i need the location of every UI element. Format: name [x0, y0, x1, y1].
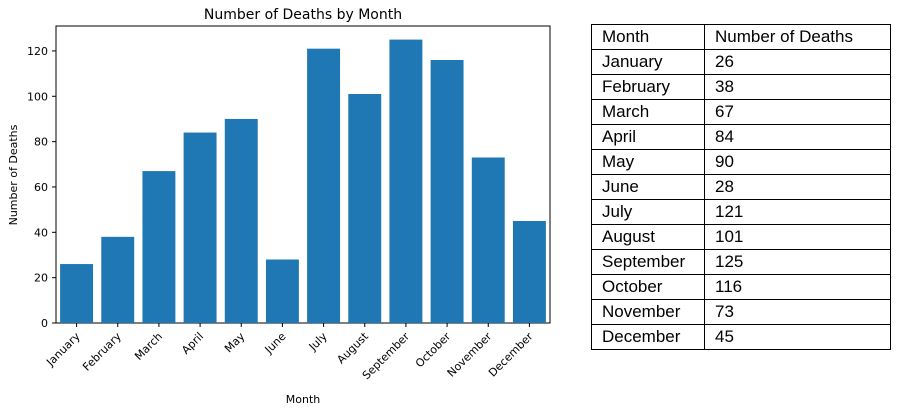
- bar-january: [60, 264, 94, 323]
- table-row: November 73: [591, 299, 891, 325]
- table-cell-month: October: [591, 274, 705, 300]
- table-cell-month: March: [591, 99, 705, 125]
- table-cell-deaths: 67: [704, 99, 891, 125]
- table-cell-deaths: 116: [704, 274, 891, 300]
- table-cell-month: February: [591, 74, 705, 100]
- bar-november: [471, 157, 505, 323]
- y-axis: 0 20 40 60 80 100 120: [27, 45, 56, 330]
- y-tick-label: 20: [34, 272, 48, 285]
- x-tick-label: October: [413, 330, 454, 371]
- y-tick-label: 100: [27, 90, 48, 103]
- table-header-month: Month: [591, 24, 705, 50]
- table-cell-deaths: 125: [704, 249, 891, 275]
- table-row: January 26: [591, 49, 891, 75]
- y-tick-label: 60: [34, 181, 48, 194]
- table-cell-deaths: 73: [704, 299, 891, 325]
- x-tick-label: March: [132, 330, 165, 363]
- table-cell-month: May: [591, 149, 705, 175]
- table-cell-deaths: 101: [704, 224, 891, 250]
- y-tick-label: 80: [34, 136, 48, 149]
- bar-june: [265, 259, 299, 323]
- table-cell-month: December: [591, 324, 705, 350]
- y-axis-label: Number of Deaths: [7, 124, 20, 225]
- bar-september: [389, 39, 423, 323]
- bar-may: [224, 118, 258, 324]
- bars-layer: [60, 39, 546, 324]
- table-cell-month: April: [591, 124, 705, 150]
- x-tick-label: June: [262, 330, 289, 357]
- bar-august: [348, 94, 382, 324]
- table-cell-deaths: 45: [704, 324, 891, 350]
- y-tick-label: 0: [41, 317, 48, 330]
- table-row: June 28: [591, 174, 891, 200]
- table-row: August 101: [591, 224, 891, 250]
- table-cell-deaths: 26: [704, 49, 891, 75]
- table-cell-month: June: [591, 174, 705, 200]
- x-axis-label: Month: [286, 393, 321, 406]
- table-cell-month: November: [591, 299, 705, 325]
- table-cell-deaths: 28: [704, 174, 891, 200]
- table-header-row: Month Number of Deaths: [591, 24, 891, 50]
- table-body: January 26 February 38 March 67 April 84 May 90 Ju…: [591, 49, 891, 350]
- bar-april: [183, 132, 217, 323]
- bar-february: [101, 236, 135, 323]
- table-cell-month: July: [591, 199, 705, 225]
- bar-december: [512, 220, 546, 323]
- table-row: February 38: [591, 74, 891, 100]
- bar-july: [307, 48, 341, 324]
- x-tick-label: May: [222, 330, 248, 356]
- x-tick-label: August: [334, 329, 371, 366]
- x-tick-label: February: [80, 330, 124, 374]
- table-row: October 116: [591, 274, 891, 300]
- deaths-table: Month Number of Deaths January 26 February…: [591, 24, 891, 350]
- table-row: March 67: [591, 99, 891, 125]
- table-header-deaths: Number of Deaths: [704, 24, 891, 50]
- bar-october: [430, 60, 464, 324]
- chart-title: Number of Deaths by Month: [204, 7, 402, 23]
- table-row: May 90: [591, 149, 891, 175]
- table-row: December 45: [591, 324, 891, 350]
- x-tick-label: December: [486, 330, 536, 380]
- table-cell-deaths: 121: [704, 199, 891, 225]
- x-tick-label: January: [43, 330, 83, 370]
- table-cell-deaths: 90: [704, 149, 891, 175]
- table-cell-deaths: 84: [704, 124, 891, 150]
- x-tick-label: July: [306, 330, 330, 354]
- y-tick-label: 120: [27, 45, 48, 58]
- x-tick-label: April: [179, 330, 206, 357]
- table-cell-month: August: [591, 224, 705, 250]
- table-row: July 121: [591, 199, 891, 225]
- y-tick-label: 40: [34, 226, 48, 239]
- table-cell-month: September: [591, 249, 705, 275]
- table-cell-month: January: [591, 49, 705, 75]
- bar-march: [142, 171, 176, 323]
- plot-frame: [55, 25, 551, 324]
- table-cell-deaths: 38: [704, 74, 891, 100]
- table-row: April 84: [591, 124, 891, 150]
- table-row: September 125: [591, 249, 891, 275]
